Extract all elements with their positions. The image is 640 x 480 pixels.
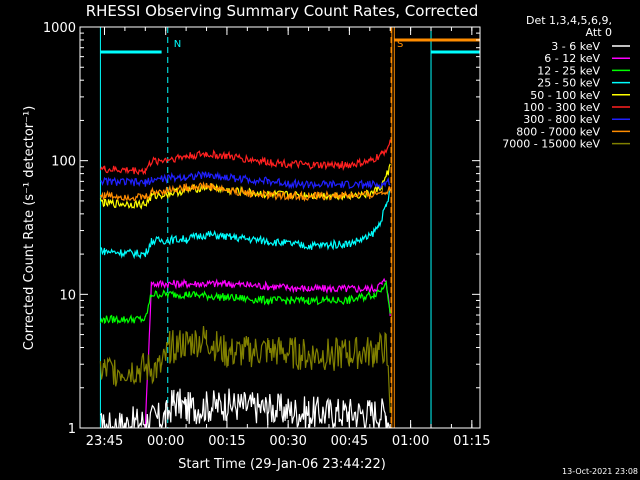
series-line-7 — [99, 181, 391, 202]
series-line-0 — [99, 388, 391, 428]
legend-label-0: 3 - 6 keV — [551, 40, 600, 53]
x-tick-label-2: 00:15 — [208, 434, 245, 449]
legend-label-7: 800 - 7000 keV — [516, 125, 600, 138]
y-tick-label-3: 1000 — [43, 21, 76, 36]
series-line-8 — [99, 325, 391, 413]
x-tick-label-5: 01:00 — [392, 434, 429, 449]
series-line-5 — [99, 139, 391, 176]
y-tick-label-0: 1 — [68, 422, 76, 437]
legend-label-3: 25 - 50 keV — [537, 77, 600, 90]
series-line-6 — [100, 170, 391, 190]
legend-header-1: Att 0 — [586, 26, 612, 39]
chart-title: RHESSI Observing Summary Count Rates, Co… — [86, 2, 479, 20]
y-tick-label-1: 10 — [59, 288, 76, 303]
x-tick-label-0: 23:45 — [86, 434, 123, 449]
legend-label-2: 12 - 25 keV — [537, 64, 600, 77]
legend-label-8: 7000 - 15000 keV — [502, 138, 600, 151]
legend-label-1: 6 - 12 keV — [544, 52, 600, 65]
y-axis-label: Corrected Count Rate (s⁻¹ detector⁻¹) — [22, 106, 37, 351]
series-group — [99, 27, 480, 428]
x-tick-label-1: 00:00 — [147, 434, 184, 449]
axes: 1 10 100 1000 23:45 00:00 00:15 00:30 00:45 01:00… — [43, 21, 491, 449]
legend-label-6: 300 - 800 keV — [523, 113, 600, 126]
series-line-2 — [99, 280, 391, 325]
plot-frame — [79, 26, 481, 429]
timestamp: 13-Oct-2021 23:08 — [562, 467, 638, 476]
marker-label-0: N — [174, 39, 181, 50]
legend-label-4: 50 - 100 keV — [530, 89, 600, 102]
x-axis-label: Start Time (29-Jan-06 23:44:22) — [178, 457, 386, 472]
marker-label-1: S — [397, 39, 403, 50]
legend-header-0: Det 1,3,4,5,6,9, — [526, 14, 612, 27]
series-line-3 — [100, 188, 391, 260]
x-tick-label-6: 01:15 — [453, 434, 490, 449]
x-tick-label-3: 00:30 — [269, 434, 306, 449]
x-tick-label-4: 00:45 — [331, 434, 368, 449]
legend-label-5: 100 - 300 keV — [523, 101, 600, 114]
series-line-1 — [144, 277, 391, 428]
y-tick-label-2: 100 — [51, 155, 76, 170]
